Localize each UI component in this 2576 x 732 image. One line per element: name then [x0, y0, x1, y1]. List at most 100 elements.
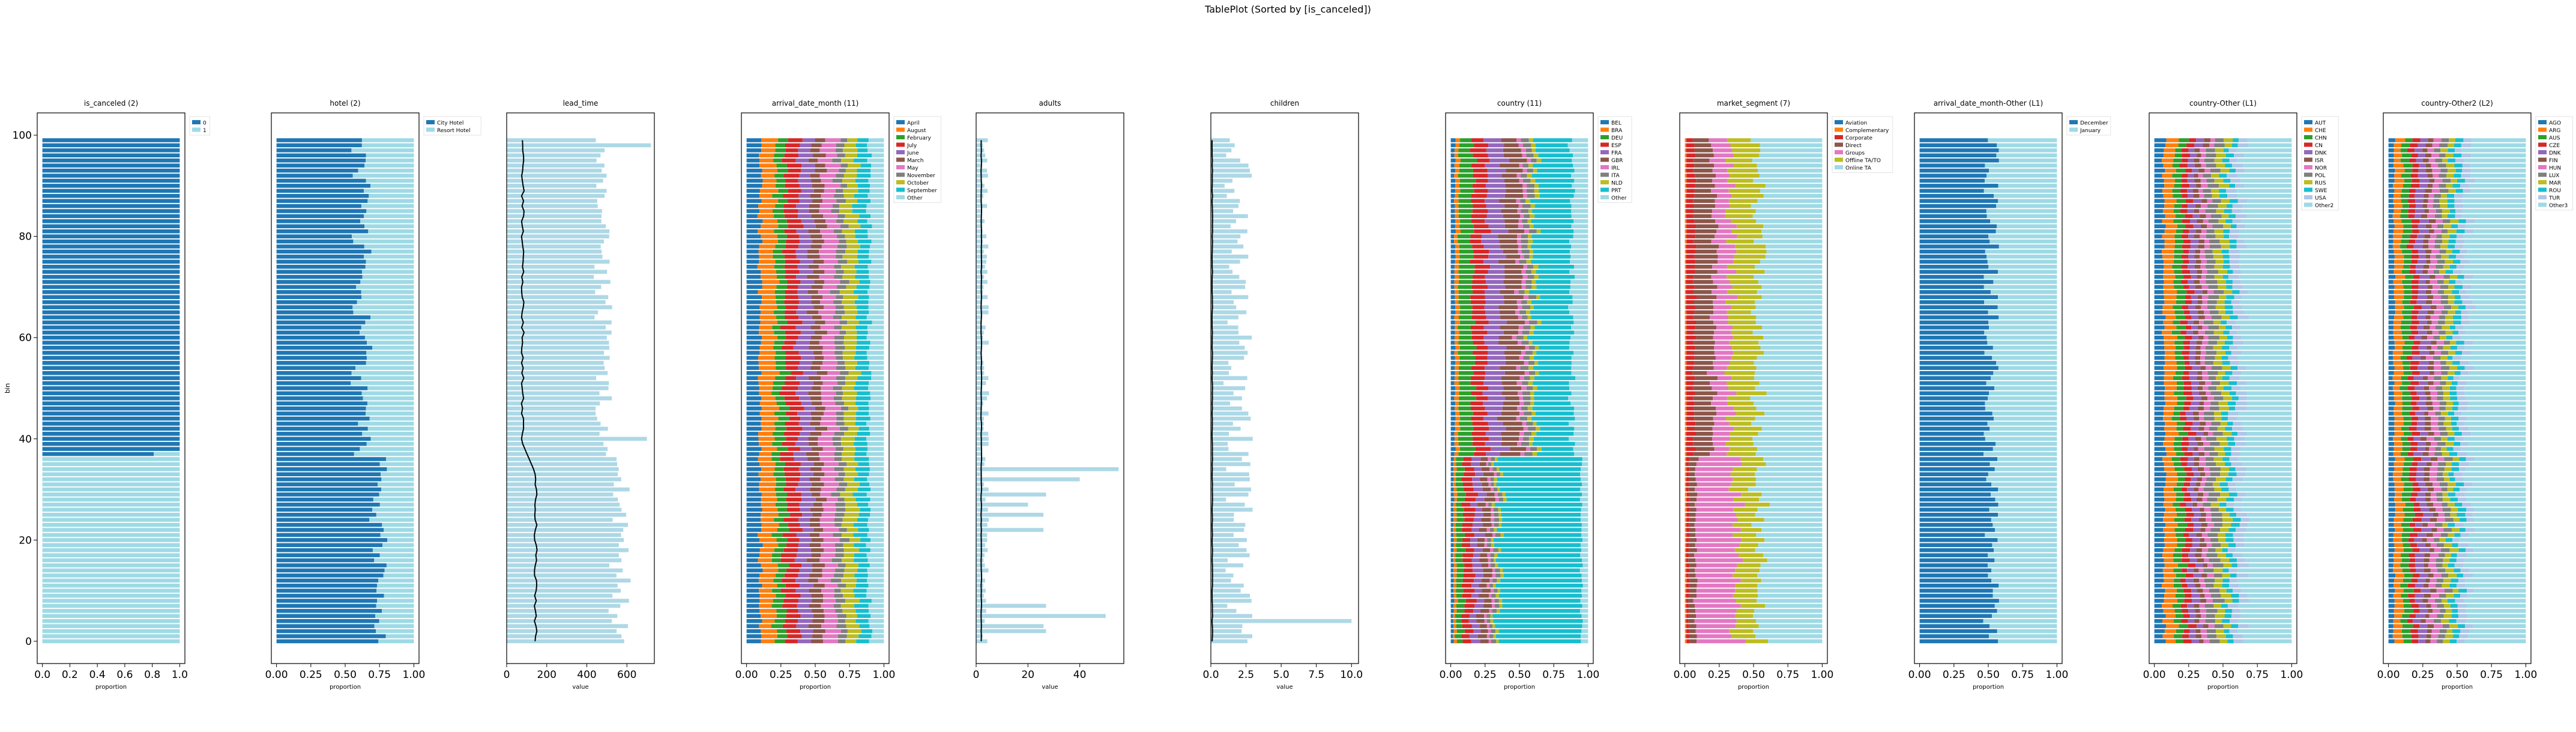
- bar-segment-gbr: [1479, 584, 1487, 588]
- bar-segment-other: [870, 280, 884, 284]
- bar-segment-online-ta: [1761, 492, 1822, 497]
- bar-segment-nor: [2198, 189, 2203, 193]
- bar-segment-online-ta: [1757, 584, 1822, 588]
- bar-segment-nld: [1533, 452, 1537, 456]
- bar-segment-may: [821, 179, 833, 183]
- bar-segment-october: [841, 442, 854, 446]
- bar-segment-ita: [1488, 462, 1492, 467]
- bar-segment-city-hotel: [277, 199, 368, 203]
- bar-segment-deu: [1457, 498, 1465, 502]
- bar-segment-usa: [2239, 396, 2247, 401]
- bar-segment-march: [810, 507, 824, 512]
- bar-segment-april: [747, 457, 758, 461]
- bar-segment-city-hotel: [277, 396, 363, 401]
- bar-segment-dnk: [2195, 563, 2203, 567]
- bar-segment-bra: [1453, 614, 1455, 618]
- bar-segment-january: [1997, 225, 2057, 229]
- bar-segment-october: [846, 563, 858, 567]
- bar-segment-gbr: [1483, 569, 1492, 573]
- bar-segment-june: [795, 442, 808, 446]
- bar-segment-usa: [2236, 467, 2247, 471]
- bar-segment-november: [834, 396, 842, 401]
- bar-segment-cn: [2185, 594, 2191, 598]
- bar-segment-fra: [1488, 285, 1505, 289]
- value-bar: [976, 518, 989, 522]
- bar-segment-resort-hotel: [366, 361, 414, 365]
- bar-segment-isr: [2193, 411, 2199, 416]
- bar-segment-resort-hotel: [381, 533, 414, 537]
- bar-segment-deu: [1460, 219, 1471, 223]
- x-tick-label: 1.00: [2045, 669, 2068, 681]
- bar-segment-usa: [2238, 315, 2249, 319]
- bar-segment-january: [1986, 381, 2057, 386]
- bar-segment-april: [747, 488, 759, 492]
- value-bar: [507, 523, 628, 527]
- bar-segment-complementary: [1685, 619, 1686, 623]
- bar-segment-direct: [1695, 189, 1711, 193]
- bar-segment-offline-ta-to: [1735, 584, 1757, 588]
- bar-segment-usa: [2231, 447, 2240, 451]
- bar-segment-0: [43, 381, 180, 386]
- bar-segment-april: [747, 558, 758, 563]
- bar-segment-isr: [2200, 366, 2206, 370]
- bar-segment-september: [857, 392, 870, 396]
- bar-segment-bel: [1451, 573, 1453, 578]
- bar-segment-ita: [1488, 503, 1492, 507]
- bar-segment-corporate: [1686, 219, 1695, 223]
- bar-segment-november: [833, 442, 841, 446]
- bar-segment-nor: [2204, 558, 2209, 563]
- bar-segment-chn: [2176, 300, 2185, 304]
- bar-segment-november: [836, 548, 844, 552]
- bar-segment-november: [835, 310, 845, 315]
- bar-segment-february: [771, 533, 782, 537]
- bar-segment-aut: [2155, 219, 2162, 223]
- bar-segment-ita: [1527, 194, 1535, 198]
- bar-segment-october: [842, 396, 856, 401]
- bar-segment-fra: [1470, 503, 1478, 507]
- bar-segment-nor: [2201, 275, 2206, 279]
- bar-segment-aut: [2155, 179, 2164, 183]
- bar-segment-swe: [2233, 518, 2240, 522]
- bar-segment-january: [1993, 371, 2057, 375]
- bar-segment-july: [782, 604, 797, 608]
- bar-segment-1: [43, 634, 180, 638]
- bar-segment-corporate: [1686, 346, 1696, 350]
- bar-segment-resort-hotel: [366, 154, 414, 158]
- bar-segment-city-hotel: [277, 422, 358, 426]
- bar-segment-september: [860, 538, 870, 542]
- value-bar: [507, 401, 600, 405]
- value-bar: [976, 285, 983, 289]
- bar-segment-isr: [2195, 255, 2200, 259]
- bar-segment-september: [858, 427, 869, 431]
- bar-segment-direct: [1697, 295, 1716, 300]
- bar-segment-esp: [1461, 614, 1470, 618]
- bar-segment-april: [747, 371, 762, 375]
- bar-segment-resort-hotel: [365, 321, 414, 325]
- bar-segment-june: [796, 159, 809, 163]
- bar-segment-chn: [2173, 604, 2181, 608]
- bar-segment-may: [822, 361, 837, 365]
- bar-segment-complementary: [1685, 422, 1686, 426]
- bar-segment-bel: [1451, 240, 1455, 244]
- bar-segment-usa: [2237, 432, 2247, 436]
- bar-segment-esp: [1471, 392, 1483, 396]
- value-bar: [976, 528, 1043, 532]
- bar-segment-other: [1572, 356, 1588, 360]
- bar-segment-che: [2164, 462, 2174, 467]
- bar-segment-irl: [1523, 189, 1527, 193]
- bar-segment-corporate: [1686, 488, 1689, 492]
- bar-segment-groups: [1712, 386, 1728, 390]
- bar-segment-1: [43, 629, 180, 634]
- bar-segment-0: [43, 417, 180, 421]
- bar-segment-december: [1920, 523, 1993, 527]
- bar-segment-groups: [1707, 371, 1724, 375]
- bar-segment-offline-ta-to: [1731, 331, 1753, 335]
- bar-segment-gbr: [1480, 477, 1487, 482]
- bar-segment-other: [869, 310, 884, 315]
- bar-segment-resort-hotel: [362, 432, 414, 436]
- bar-segment-esp: [1466, 599, 1477, 603]
- value-bar: [976, 401, 983, 405]
- bar-segment-other: [872, 634, 884, 638]
- bar-segment-1: [43, 619, 180, 623]
- bar-segment-bel: [1451, 159, 1456, 163]
